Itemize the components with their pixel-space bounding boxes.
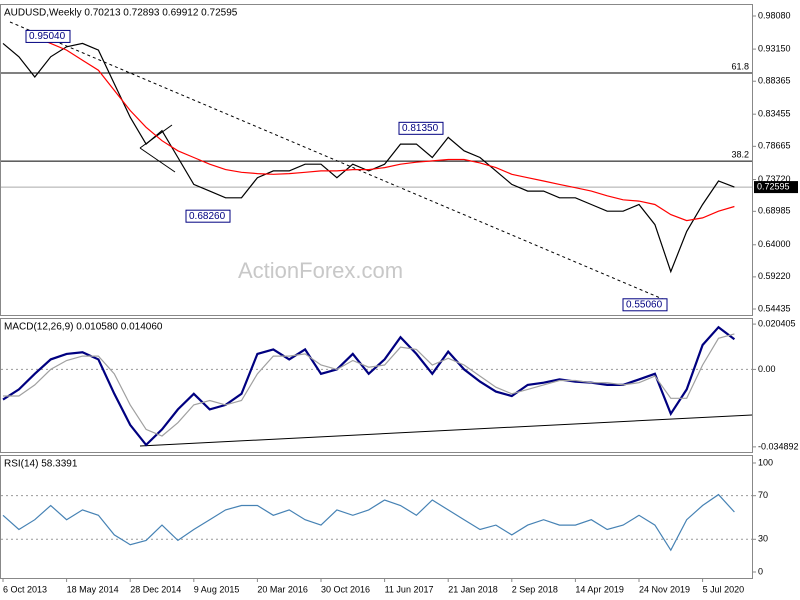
y-tick-label: 0.93150 bbox=[758, 43, 791, 53]
y-tick-label: 0.98080 bbox=[758, 10, 791, 20]
price-label: 0.81350 bbox=[402, 123, 439, 134]
x-tick-label: 20 Mar 2016 bbox=[257, 584, 308, 594]
x-tick-label: 24 Nov 2019 bbox=[639, 584, 690, 594]
x-tick-label: 9 Aug 2015 bbox=[194, 584, 240, 594]
x-tick-label: 30 Oct 2016 bbox=[321, 584, 370, 594]
y-tick-label: 0.68985 bbox=[758, 206, 791, 216]
y-tick-label: 0.83455 bbox=[758, 109, 791, 119]
y-tick-label: 0.00 bbox=[758, 364, 776, 374]
series-line bbox=[2, 325, 736, 447]
series-line bbox=[3, 333, 735, 437]
y-tick-label: 0 bbox=[758, 566, 763, 576]
price-label-box bbox=[398, 121, 444, 135]
y-tick-label: 100 bbox=[758, 457, 773, 467]
price-label-box bbox=[25, 29, 71, 43]
macd-panel bbox=[0, 318, 753, 453]
panel-title: AUDUSD,Weekly 0.70213 0.72893 0.69912 0.… bbox=[4, 8, 238, 19]
x-tick-label: 21 Jan 2018 bbox=[448, 584, 498, 594]
watermark: ActionForex.com bbox=[238, 258, 403, 283]
y-tick-label: -0.034892 bbox=[758, 441, 799, 451]
series-line bbox=[2, 493, 735, 552]
y-tick-label: 0.54435 bbox=[758, 303, 791, 313]
x-tick-label: 5 Jul 2020 bbox=[703, 584, 745, 594]
price-label-box bbox=[185, 209, 231, 223]
fib-label: 61.8 bbox=[731, 61, 749, 71]
rsi-panel bbox=[0, 455, 753, 579]
pattern-line bbox=[139, 147, 176, 173]
x-tick-label: 14 Apr 2019 bbox=[575, 584, 624, 594]
price-label: 0.68260 bbox=[189, 211, 226, 222]
x-tick-label: 28 Dec 2014 bbox=[130, 584, 181, 594]
x-tick-label: 2 Sep 2018 bbox=[512, 584, 558, 594]
x-tick-label: 11 Jun 2017 bbox=[385, 584, 434, 594]
price-panel bbox=[0, 4, 753, 316]
panel-title: RSI(14) 58.3391 bbox=[4, 459, 78, 470]
x-tick-label: 18 May 2014 bbox=[67, 584, 119, 594]
fib-label: 38.2 bbox=[731, 149, 749, 159]
x-tick-label: 6 Oct 2013 bbox=[3, 584, 47, 594]
price-label: 0.95040 bbox=[29, 31, 66, 42]
macd-trendline bbox=[139, 414, 753, 447]
y-tick-label: 0.59220 bbox=[758, 271, 791, 281]
last-price-box bbox=[754, 181, 798, 194]
price-label: 0.55060 bbox=[626, 299, 663, 310]
y-tick-label: 0.73720 bbox=[758, 174, 791, 184]
price-label-box bbox=[622, 298, 668, 312]
y-tick-label: 30 bbox=[758, 534, 768, 544]
series-line bbox=[2, 42, 735, 274]
panel-title: MACD(12,26,9) 0.010580 0.014060 bbox=[4, 322, 163, 333]
last-price-label: 0.72595 bbox=[757, 181, 790, 191]
series-line bbox=[34, 36, 735, 222]
y-tick-label: 0.020405 bbox=[758, 318, 796, 328]
y-tick-label: 70 bbox=[758, 490, 768, 500]
y-tick-label: 0.88365 bbox=[758, 76, 791, 86]
y-tick-label: 0.78665 bbox=[758, 141, 791, 151]
y-tick-label: 0.64000 bbox=[758, 239, 791, 249]
